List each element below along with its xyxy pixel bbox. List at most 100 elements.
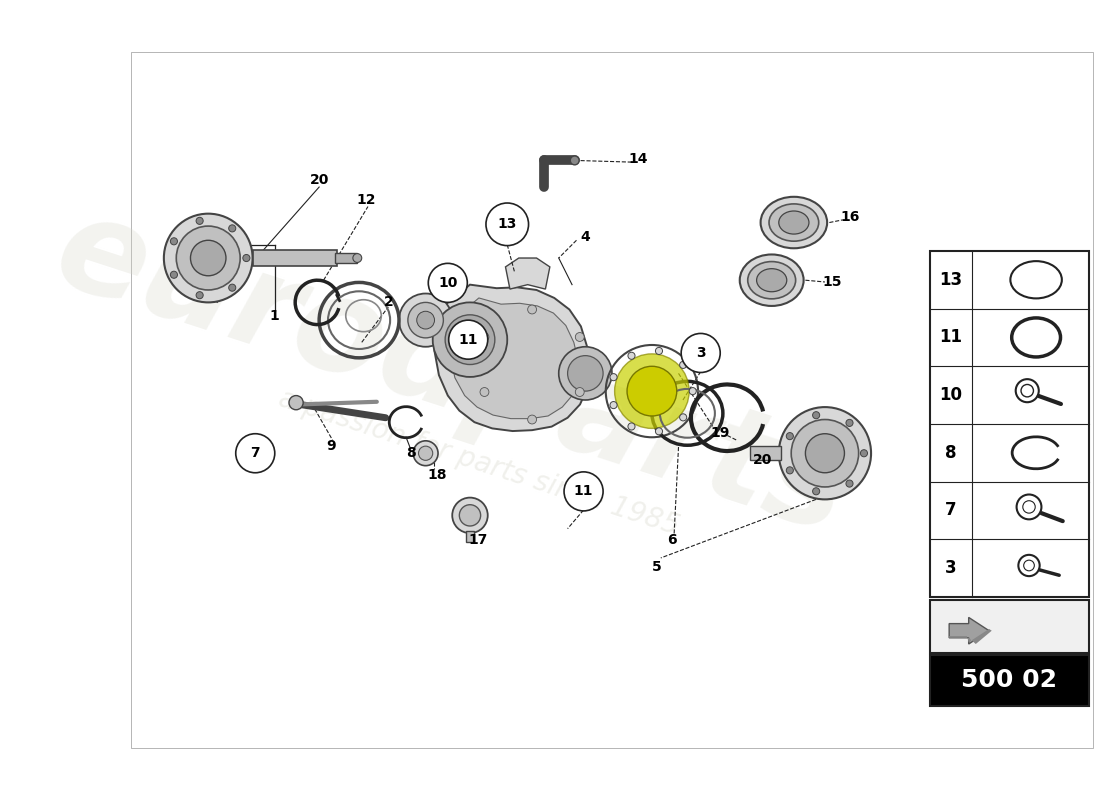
Text: 13: 13 [497,218,517,231]
Circle shape [408,302,443,338]
Circle shape [480,387,488,397]
Text: a passion for parts since 1985: a passion for parts since 1985 [275,384,683,540]
Text: 8: 8 [945,444,957,462]
Circle shape [786,467,793,474]
Circle shape [289,395,304,410]
Text: 11: 11 [574,484,593,498]
Text: 9: 9 [326,439,336,453]
Circle shape [610,402,617,409]
Circle shape [418,446,432,460]
Polygon shape [506,258,550,289]
Circle shape [860,450,868,457]
Text: 6: 6 [668,533,678,547]
Circle shape [229,225,235,232]
Bar [336,253,358,263]
Circle shape [656,347,662,354]
Circle shape [455,326,484,354]
Circle shape [432,302,507,377]
Circle shape [196,218,204,224]
Circle shape [449,320,487,359]
Ellipse shape [748,262,795,299]
Text: 18: 18 [428,467,447,482]
Polygon shape [434,285,590,431]
Circle shape [428,263,468,302]
Bar [930,251,1089,597]
Text: 19: 19 [711,426,730,440]
Circle shape [610,374,617,381]
Circle shape [460,505,481,526]
Circle shape [681,334,720,373]
Text: eurodparts: eurodparts [41,186,864,561]
Circle shape [680,362,686,369]
Circle shape [690,387,696,394]
Circle shape [813,412,820,418]
Text: 20: 20 [754,454,772,467]
Circle shape [528,305,537,314]
Circle shape [190,240,226,276]
Text: 4: 4 [581,230,591,244]
Bar [465,531,474,542]
Text: 13: 13 [939,270,962,289]
Circle shape [417,311,434,329]
Ellipse shape [760,197,827,248]
Ellipse shape [757,269,786,292]
Circle shape [575,333,584,342]
Circle shape [846,480,852,487]
Circle shape [480,333,488,342]
Text: 15: 15 [823,275,842,289]
Text: 3: 3 [696,346,705,360]
Ellipse shape [769,204,818,241]
Circle shape [446,315,495,365]
Circle shape [164,214,253,302]
Text: 14: 14 [629,152,648,166]
Circle shape [680,414,686,421]
Text: 17: 17 [469,533,487,547]
Text: 16: 16 [840,210,859,224]
Circle shape [229,284,235,291]
Circle shape [528,415,537,424]
Circle shape [791,419,859,487]
Text: 11: 11 [459,333,478,346]
Circle shape [615,354,690,428]
Circle shape [656,428,662,435]
Circle shape [486,203,529,246]
Circle shape [813,488,820,495]
Text: 7: 7 [945,502,957,519]
Circle shape [414,441,438,466]
Circle shape [846,419,852,426]
Text: 500 02: 500 02 [961,668,1057,692]
Circle shape [628,352,635,359]
Circle shape [196,292,204,298]
Circle shape [399,294,452,346]
Polygon shape [451,298,579,418]
Text: 7: 7 [251,446,260,460]
Bar [749,446,781,460]
Circle shape [570,156,579,165]
Circle shape [452,498,487,533]
Text: 20: 20 [309,173,329,187]
Text: 11: 11 [939,329,962,346]
Circle shape [568,356,603,391]
Ellipse shape [779,211,808,234]
Text: 5: 5 [651,560,661,574]
Text: 12: 12 [356,194,376,207]
Circle shape [779,407,871,499]
Text: 2: 2 [384,295,393,310]
Bar [930,600,1089,653]
Circle shape [353,254,362,262]
Circle shape [805,434,845,473]
Text: 10: 10 [939,386,962,404]
Circle shape [564,472,603,511]
Circle shape [176,226,240,290]
Circle shape [170,271,177,278]
Text: 1: 1 [270,309,279,322]
Circle shape [627,366,676,416]
Polygon shape [949,618,989,644]
Text: 3: 3 [945,559,957,577]
Circle shape [235,434,275,473]
Circle shape [559,346,612,400]
Text: 8: 8 [406,446,416,460]
Bar [253,250,337,266]
Ellipse shape [739,254,804,306]
Circle shape [243,254,250,262]
